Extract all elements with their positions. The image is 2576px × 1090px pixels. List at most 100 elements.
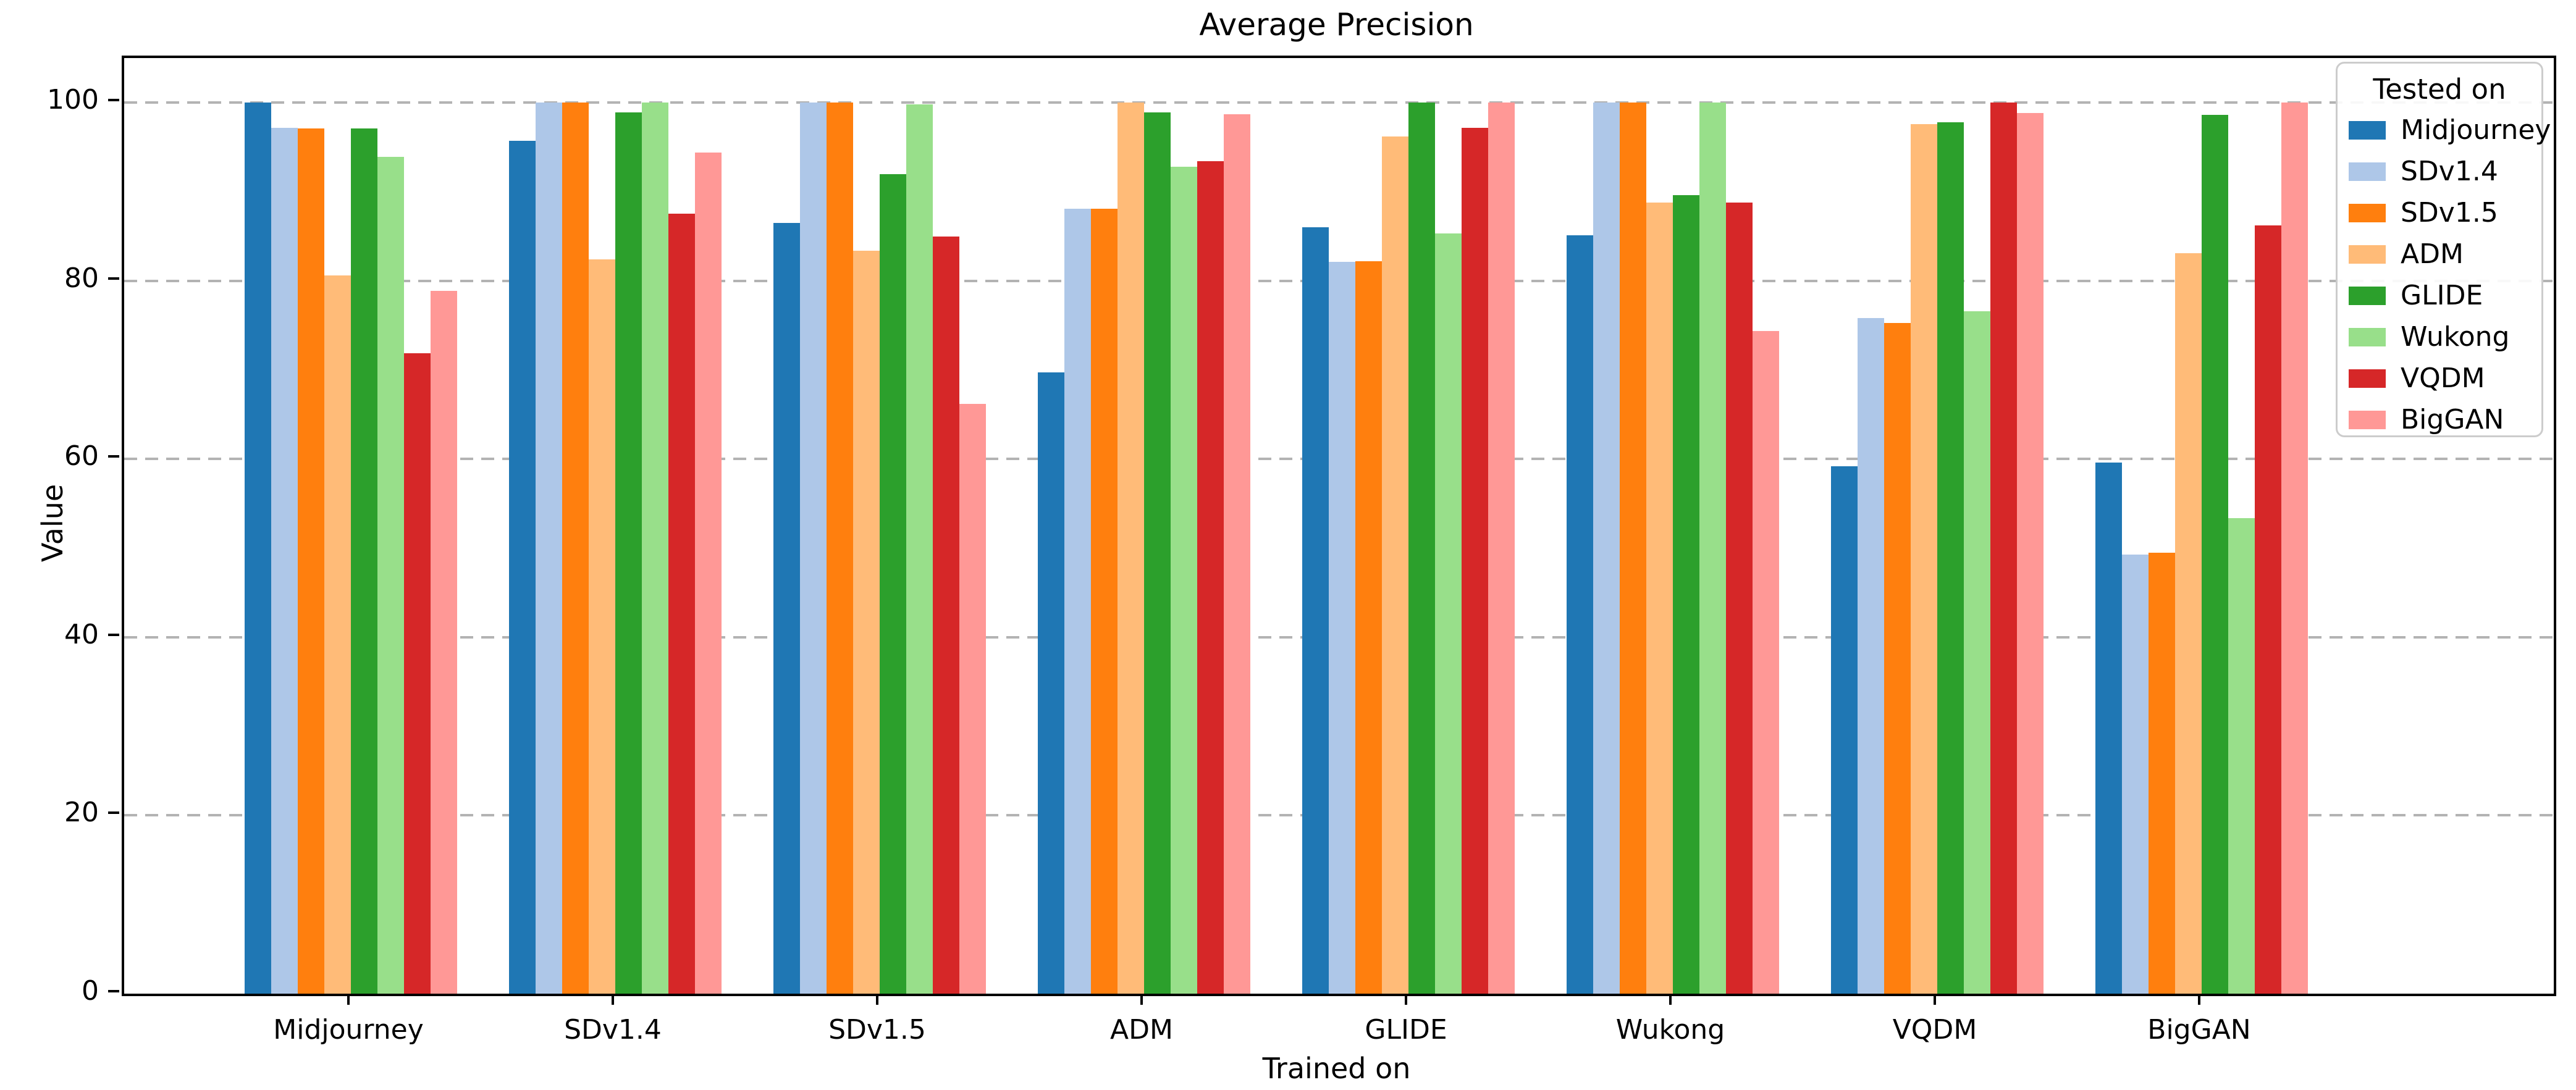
legend-item-SDv1.5: SDv1.5 (2349, 192, 2530, 233)
legend-swatch-VQDM (2349, 369, 2386, 388)
bar-SDv1.4-trained-ADM (1064, 209, 1091, 994)
bar-GLIDE-trained-ADM (1144, 112, 1171, 994)
y-axis-label: Value (36, 484, 70, 563)
bar-SDv1.4-trained-GLIDE (1329, 262, 1355, 994)
bar-ADM-trained-SDv1.5 (853, 251, 880, 994)
bar-SDv1.4-trained-VQDM (1858, 318, 1884, 994)
bar-VQDM-trained-VQDM (1990, 103, 2017, 994)
bar-Midjourney-trained-VQDM (1831, 466, 1858, 994)
bar-VQDM-trained-Midjourney (404, 353, 431, 994)
bar-VQDM-trained-GLIDE (1462, 128, 1488, 994)
bar-GLIDE-trained-BigGAN (2202, 115, 2228, 994)
legend-swatch-SDv1.4 (2349, 162, 2386, 181)
bar-SDv1.5-trained-SDv1.4 (562, 103, 589, 994)
x-tick-label-BigGAN: BigGAN (2147, 1014, 2251, 1046)
y-tick-mark-80 (108, 277, 119, 280)
bar-VQDM-trained-BigGAN (2255, 225, 2281, 994)
x-tick-mark-Wukong (1669, 994, 1672, 1005)
y-tick-label-20: 20 (64, 797, 99, 829)
bar-GLIDE-trained-VQDM (1937, 122, 1964, 994)
y-tick-mark-100 (108, 99, 119, 102)
legend-label-BigGAN: BigGAN (2401, 403, 2504, 435)
y-tick-mark-60 (108, 455, 119, 458)
bar-SDv1.5-trained-SDv1.5 (827, 103, 853, 994)
bar-SDv1.5-trained-Midjourney (298, 128, 324, 994)
bar-Midjourney-trained-SDv1.5 (773, 223, 800, 994)
x-tick-mark-VQDM (1934, 994, 1936, 1005)
bar-SDv1.4-trained-Wukong (1593, 103, 1620, 994)
bar-Wukong-trained-SDv1.4 (642, 103, 668, 994)
x-tick-label-SDv1.4: SDv1.4 (564, 1014, 662, 1046)
legend-label-GLIDE: GLIDE (2401, 279, 2483, 311)
bar-Wukong-trained-GLIDE (1435, 233, 1462, 994)
bar-ADM-trained-VQDM (1911, 124, 1937, 994)
legend-title: Tested on (2373, 73, 2506, 106)
legend-label-Wukong: Wukong (2401, 321, 2510, 353)
x-tick-mark-SDv1.5 (876, 994, 878, 1005)
bar-Wukong-trained-Wukong (1699, 103, 1726, 994)
x-tick-label-Midjourney: Midjourney (273, 1014, 424, 1046)
bar-SDv1.5-trained-Wukong (1620, 103, 1646, 994)
legend-swatch-SDv1.5 (2349, 203, 2386, 222)
bar-Midjourney-trained-Wukong (1567, 235, 1593, 994)
bar-Wukong-trained-ADM (1171, 167, 1197, 994)
bar-Midjourney-trained-BigGAN (2095, 463, 2122, 994)
legend-label-SDv1.4: SDv1.4 (2401, 155, 2498, 187)
bar-Wukong-trained-Midjourney (377, 157, 404, 994)
bar-BigGAN-trained-BigGAN (2281, 103, 2308, 994)
y-tick-label-100: 100 (47, 84, 99, 116)
bar-BigGAN-trained-SDv1.5 (959, 404, 986, 994)
x-tick-mark-ADM (1140, 994, 1143, 1005)
x-tick-label-VQDM: VQDM (1892, 1014, 1977, 1046)
bar-GLIDE-trained-SDv1.4 (615, 112, 642, 994)
x-tick-label-Wukong: Wukong (1615, 1014, 1725, 1046)
bar-Midjourney-trained-GLIDE (1302, 227, 1329, 994)
legend-item-Wukong: Wukong (2349, 316, 2530, 358)
bar-BigGAN-trained-GLIDE (1488, 103, 1515, 994)
bar-ADM-trained-ADM (1118, 103, 1144, 994)
y-tick-label-80: 80 (64, 262, 99, 294)
y-tick-mark-20 (108, 811, 119, 815)
legend-swatch-Wukong (2349, 327, 2386, 346)
bar-VQDM-trained-SDv1.4 (668, 214, 695, 994)
legend: Tested on Midjourney SDv1.4 SDv1.5 ADM GLIDE… (2336, 62, 2551, 437)
bar-GLIDE-trained-Midjourney (351, 128, 377, 994)
legend-label-SDv1.5: SDv1.5 (2401, 196, 2498, 228)
y-tick-mark-40 (108, 633, 119, 636)
bar-VQDM-trained-SDv1.5 (933, 237, 959, 994)
bar-SDv1.4-trained-SDv1.4 (536, 103, 562, 994)
bar-BigGAN-trained-SDv1.4 (695, 153, 722, 994)
bar-ADM-trained-Midjourney (324, 275, 351, 994)
bar-SDv1.5-trained-ADM (1091, 209, 1118, 994)
legend-label-VQDM: VQDM (2401, 362, 2485, 394)
x-tick-label-SDv1.5: SDv1.5 (828, 1014, 926, 1046)
bar-GLIDE-trained-GLIDE (1408, 103, 1435, 994)
bar-BigGAN-trained-Midjourney (431, 291, 457, 994)
legend-swatch-ADM (2349, 245, 2386, 264)
bar-SDv1.4-trained-SDv1.5 (800, 103, 827, 994)
bar-ADM-trained-Wukong (1646, 203, 1673, 994)
bar-ADM-trained-GLIDE (1382, 136, 1408, 994)
bar-SDv1.5-trained-BigGAN (2149, 553, 2175, 994)
bar-Midjourney-trained-Midjourney (245, 103, 271, 994)
chart-title: Average Precision (1199, 7, 1474, 43)
x-tick-mark-Midjourney (347, 994, 350, 1005)
plot-area (122, 56, 2556, 996)
bar-ADM-trained-SDv1.4 (589, 259, 615, 994)
x-tick-mark-SDv1.4 (612, 994, 614, 1005)
bar-BigGAN-trained-ADM (1224, 114, 1250, 994)
y-tick-label-60: 60 (64, 440, 99, 472)
legend-item-GLIDE: GLIDE (2349, 275, 2530, 316)
legend-label-ADM: ADM (2401, 238, 2464, 270)
x-tick-mark-BigGAN (2198, 994, 2200, 1005)
y-tick-label-0: 0 (82, 975, 99, 1007)
bar-Midjourney-trained-ADM (1038, 372, 1064, 994)
y-tick-mark-0 (108, 990, 119, 992)
bar-SDv1.4-trained-BigGAN (2122, 555, 2149, 994)
bar-VQDM-trained-ADM (1197, 161, 1224, 994)
bar-GLIDE-trained-SDv1.5 (880, 174, 906, 994)
legend-item-ADM: ADM (2349, 233, 2530, 275)
bar-BigGAN-trained-VQDM (2017, 113, 2044, 994)
legend-swatch-GLIDE (2349, 286, 2386, 305)
bar-GLIDE-trained-Wukong (1673, 195, 1699, 994)
